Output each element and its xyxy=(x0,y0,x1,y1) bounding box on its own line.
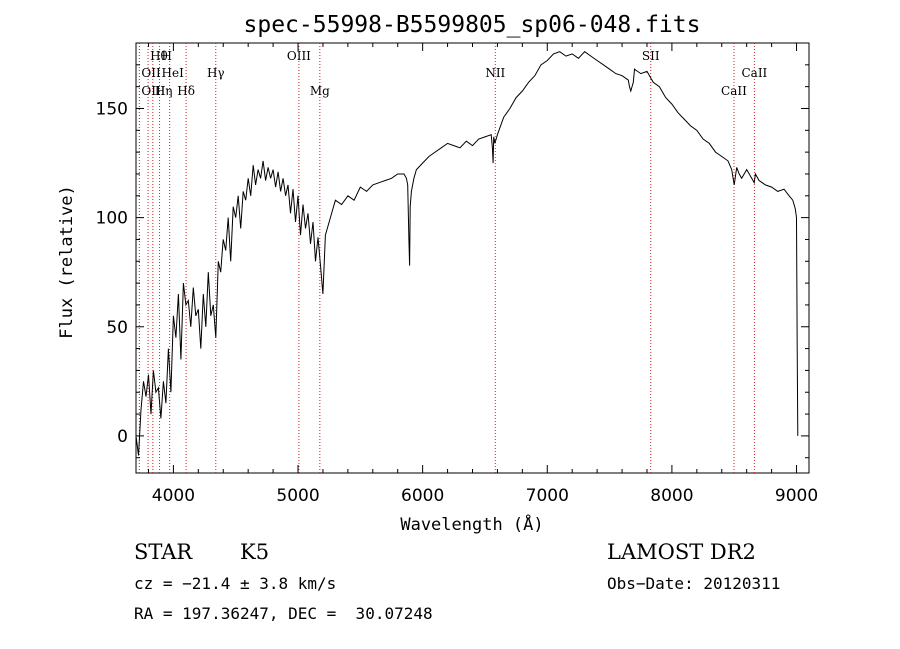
y-tick-label: 50 xyxy=(106,318,128,338)
x-tick-label: 5000 xyxy=(276,486,319,506)
spectral-line-label: Hη xyxy=(155,84,173,98)
object-class: STAR xyxy=(134,540,193,564)
spectral-line-label: OIII xyxy=(287,49,311,63)
y-tick-label: 100 xyxy=(96,209,128,229)
x-tick-label: 9000 xyxy=(775,486,818,506)
object-subclass: K5 xyxy=(240,540,270,564)
spectral-line-label: SII xyxy=(642,49,660,63)
spectrum-line xyxy=(135,51,799,456)
survey-name: LAMOST DR2 xyxy=(607,540,756,564)
spectral-line-markers xyxy=(138,43,755,473)
spectral-line-label: CaII xyxy=(721,84,747,98)
observation-date: Obs−Date: 20120311 xyxy=(607,574,781,593)
redshift-cz: cz = −21.4 ± 3.8 km/s xyxy=(134,574,337,593)
spectral-line-label: OII xyxy=(141,66,161,80)
spectral-line-label: HeI xyxy=(162,66,185,80)
plot-frame xyxy=(135,42,810,474)
x-axis-label: Wavelength (Å) xyxy=(400,513,543,535)
x-tick-label: 6000 xyxy=(401,486,444,506)
y-tick-label: 150 xyxy=(96,99,128,119)
axis-ticks: 4000 5000 6000 7000 8000 9000 0 50 100 150 xyxy=(96,43,818,506)
y-tick-label: 0 xyxy=(117,427,128,447)
spectral-line-label: Mg xyxy=(310,84,330,98)
spectral-line-label: CaII xyxy=(741,66,767,80)
spectral-line-label: Hθ xyxy=(150,49,168,63)
spectral-line-label: NII xyxy=(485,66,505,80)
x-tick-label: 4000 xyxy=(152,486,195,506)
spectral-line-label: H xyxy=(162,49,172,63)
spectral-line-label: Hγ xyxy=(207,66,225,80)
chart-title: spec-55998-B5599805_sp06-048.fits xyxy=(244,12,701,38)
y-axis-label: Flux (relative) xyxy=(57,185,77,339)
spectral-line-label: OIII xyxy=(141,84,165,98)
coordinates: RA = 197.36247, DEC = 30.07248 xyxy=(134,604,433,623)
x-tick-label: 8000 xyxy=(650,486,693,506)
x-tick-label: 7000 xyxy=(526,486,569,506)
spectral-line-label: Hδ xyxy=(177,84,195,98)
